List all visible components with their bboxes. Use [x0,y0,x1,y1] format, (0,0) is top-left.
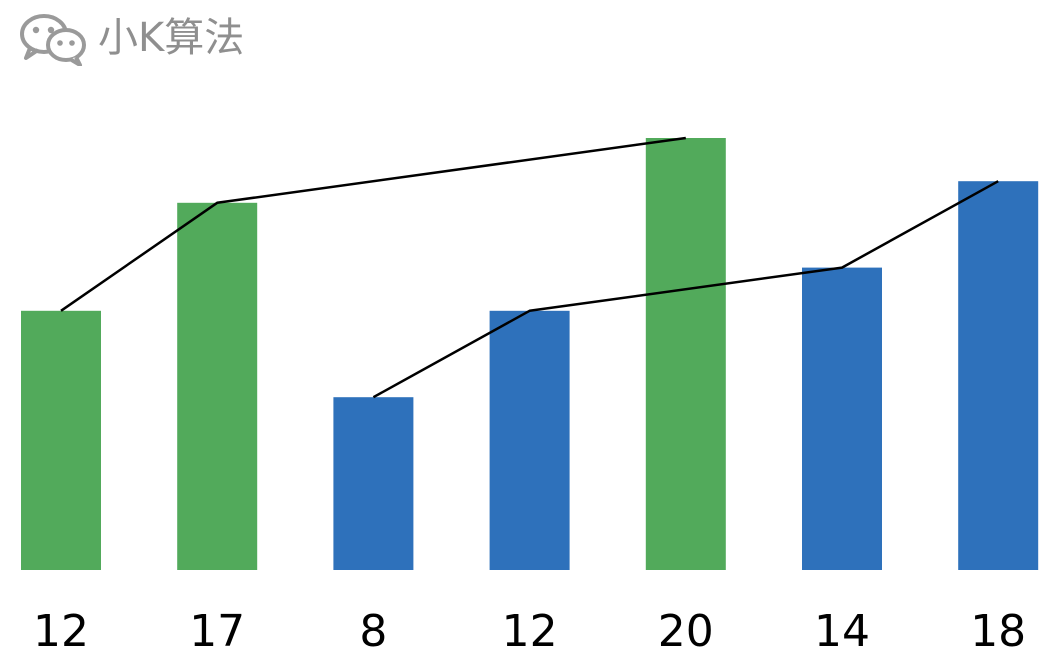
connector-lines-layer [60,136,999,399]
bar-2 [333,397,414,570]
tick-label-2: 8 [359,606,387,657]
tick-label-4: 20 [658,606,714,657]
tick-labels-layer: 12 17 8 12 20 14 18 [33,606,1026,657]
bar-1 [177,202,258,571]
bar-5 [802,267,882,570]
watermark: 小K算法 [18,8,244,68]
tick-label-5: 14 [814,606,870,657]
bar-3 [489,310,570,570]
watermark-text: 小K算法 [98,15,245,61]
tick-label-6: 18 [970,606,1026,657]
tick-label-3: 12 [502,606,558,657]
wechat-icon [20,14,86,66]
connector-line-0 [60,136,686,312]
tick-label-0: 12 [33,606,89,657]
connector-line-1 [372,180,999,399]
bar-0 [21,310,101,570]
bars-layer [21,138,1039,571]
bar-6 [958,181,1039,570]
bar-4 [645,138,726,570]
tick-label-1: 17 [189,606,245,657]
